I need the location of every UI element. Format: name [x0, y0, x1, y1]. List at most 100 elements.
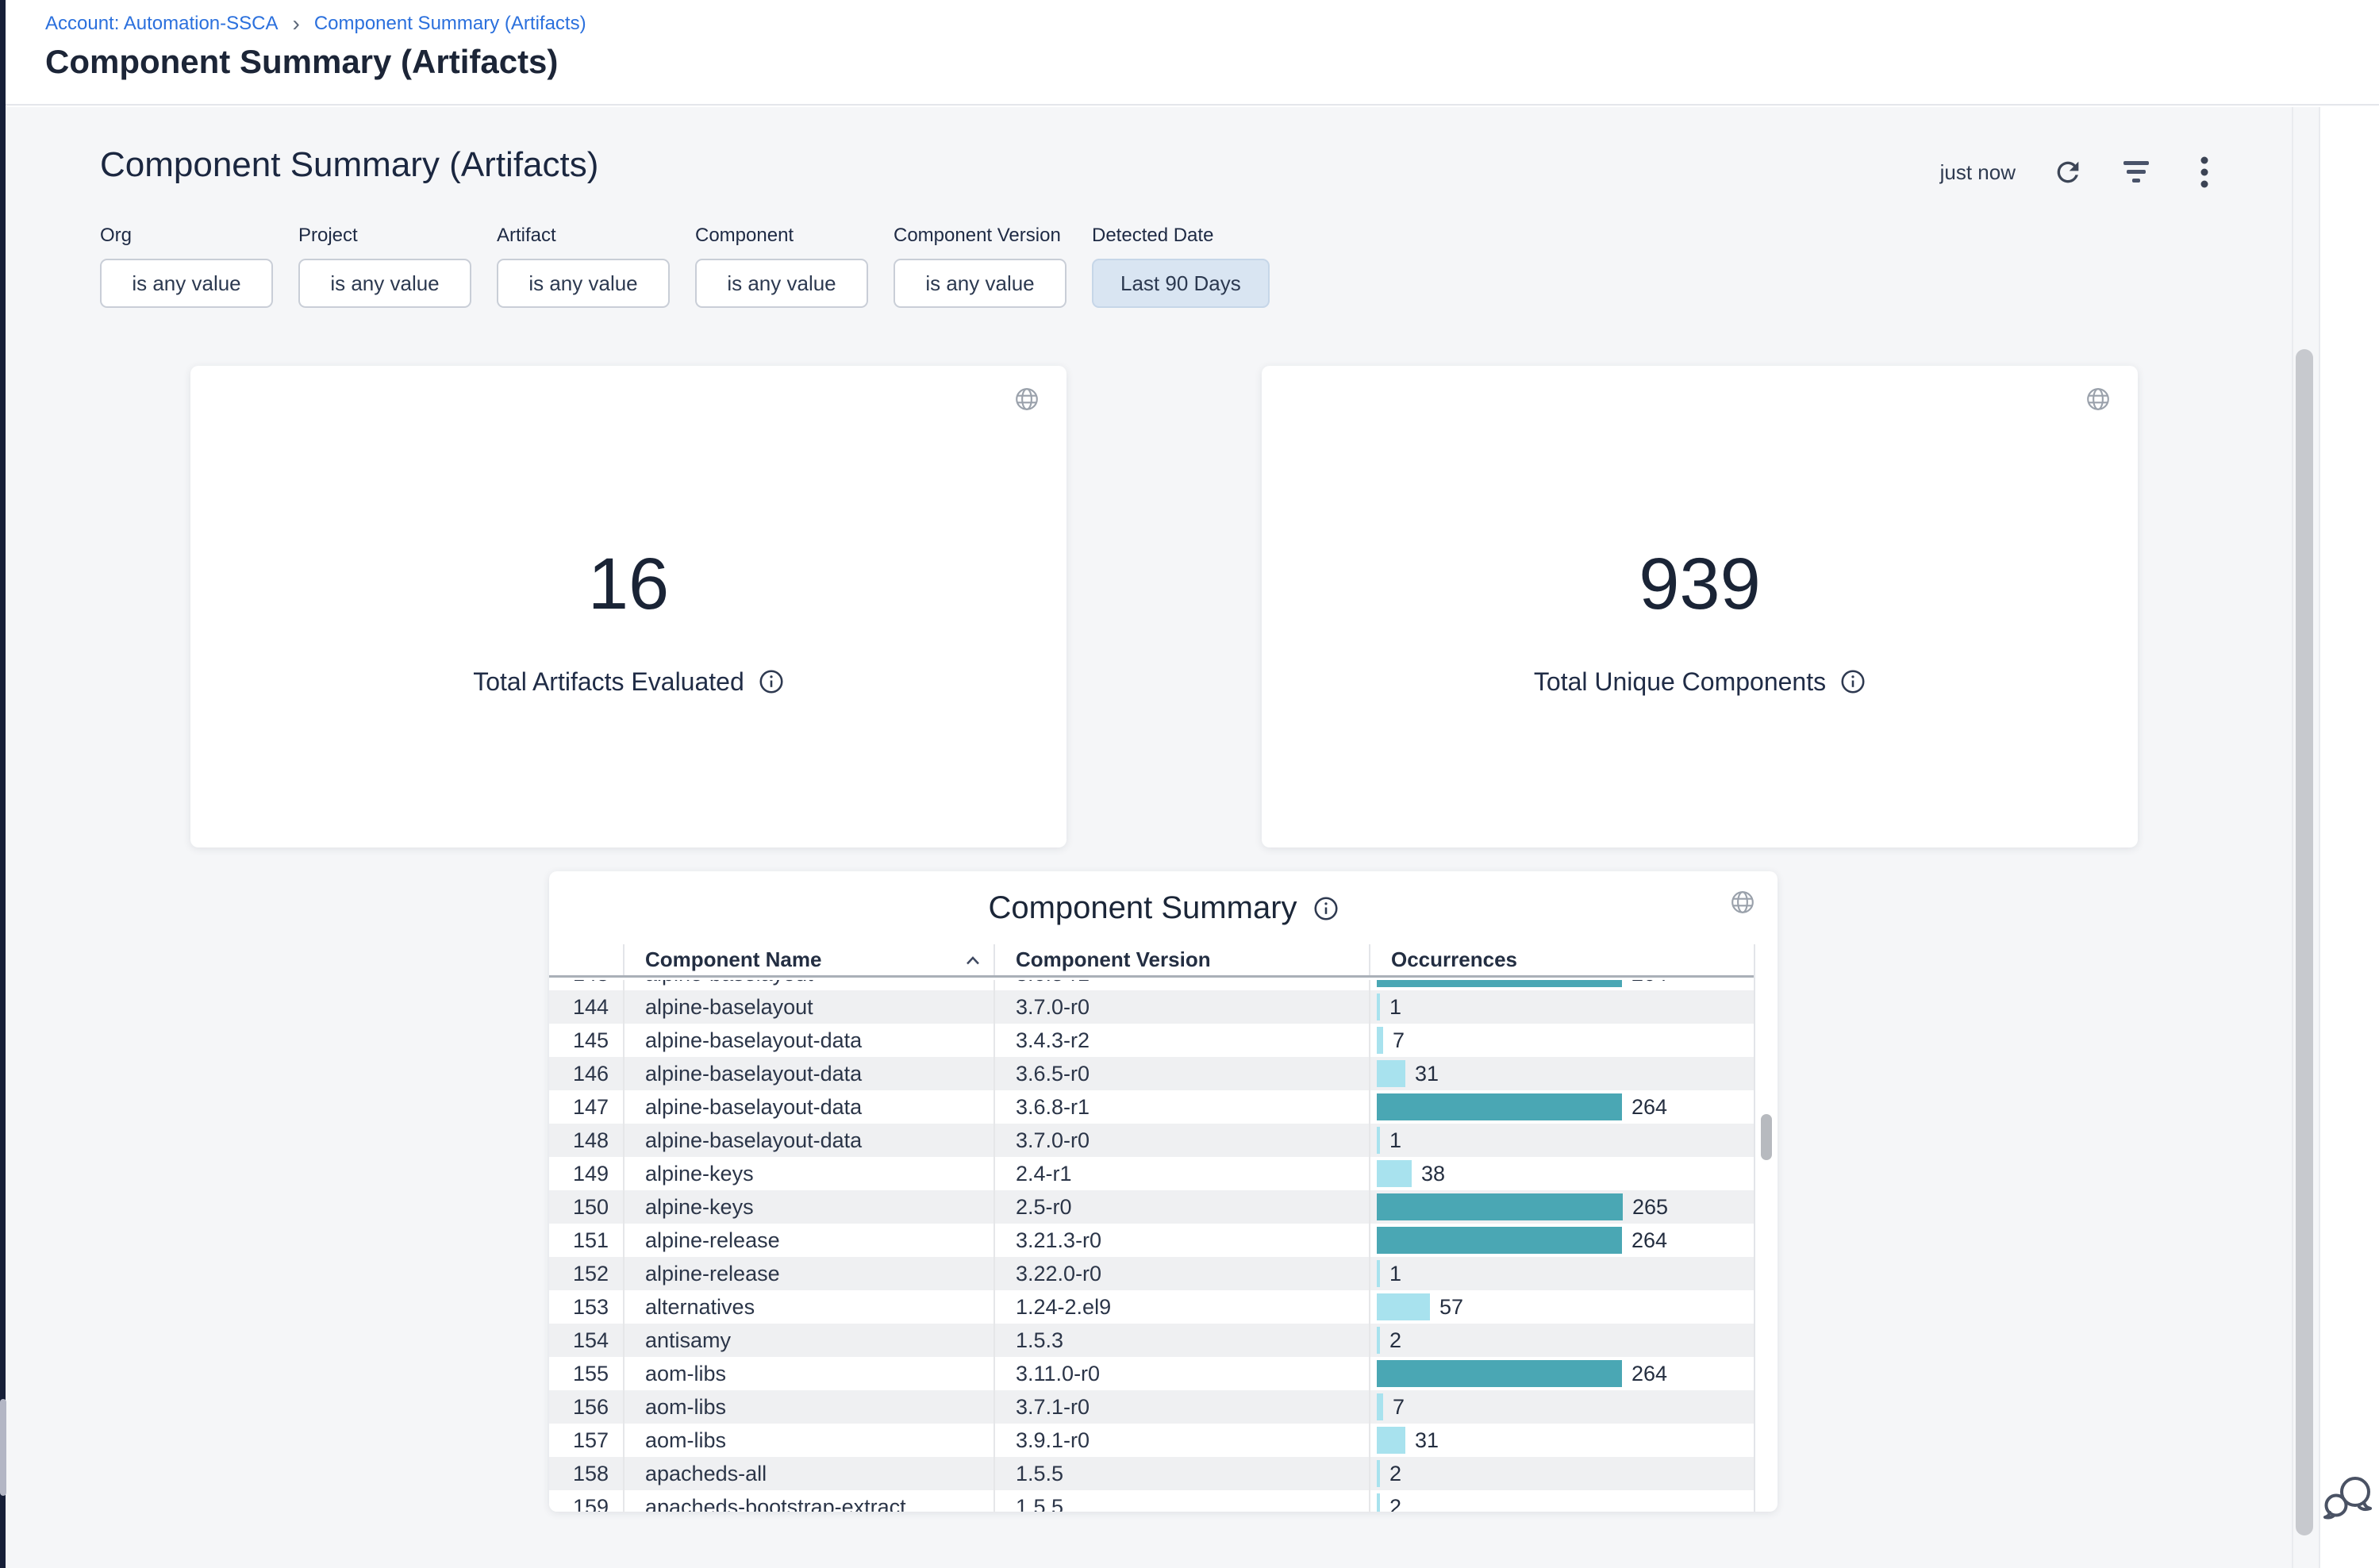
table-body-viewport: 143alpine-baselayout3.6.8-r1264144alpine… [549, 980, 1754, 1512]
kebab-menu-icon [2200, 156, 2209, 189]
occurrences-cell: 264 [1369, 1090, 1754, 1124]
column-header-component-version[interactable]: Component Version [993, 944, 1369, 975]
table-row: 146alpine-baselayout-data3.6.5-r031 [549, 1057, 1754, 1090]
occurrences-cell: 57 [1369, 1290, 1754, 1324]
component-version-cell: 3.22.0-r0 [993, 1257, 1369, 1290]
row-number-cell: 145 [549, 1024, 623, 1057]
column-header-component-name[interactable]: Component Name [623, 944, 993, 975]
page-title: Component Summary (Artifacts) [45, 43, 558, 81]
table-row: 144alpine-baselayout3.7.0-r01 [549, 990, 1754, 1024]
chat-icon [2323, 1474, 2375, 1521]
kebab-menu-button[interactable] [2189, 156, 2220, 188]
occurrences-bar [1377, 1193, 1623, 1220]
occurrences-cell: 265 [1369, 1190, 1754, 1224]
filter-icon [2121, 159, 2151, 185]
screen: Account: Automation-SSCA › Component Sum… [0, 0, 2379, 1568]
page-scrollbar-thumb[interactable] [2296, 349, 2313, 1535]
occurrences-bar [1377, 1127, 1380, 1154]
occurrences-cell: 31 [1369, 1424, 1754, 1457]
occurrences-bar [1377, 1293, 1430, 1320]
component-name-cell: aom-libs [623, 1424, 993, 1457]
filter-value-button[interactable]: is any value [100, 259, 273, 308]
breadcrumb-account-link[interactable]: Account: Automation-SSCA [45, 13, 278, 35]
stat-label: Total Artifacts Evaluated [473, 667, 744, 697]
table-row: 143alpine-baselayout3.6.8-r1264 [549, 980, 1754, 990]
occurrences-value: 2 [1389, 1457, 1401, 1490]
filter-value-button[interactable]: Last 90 Days [1092, 259, 1270, 308]
component-name-cell: alternatives [623, 1290, 993, 1324]
filter-label: Org [100, 225, 273, 247]
row-number-cell: 151 [549, 1224, 623, 1257]
filter-value-button[interactable]: is any value [298, 259, 471, 308]
column-header-label: Component Version [1016, 947, 1211, 972]
table-scrollbar-thumb[interactable] [1761, 1114, 1772, 1160]
scrollbar-track-divider [2292, 107, 2293, 1568]
filter-value-button[interactable]: is any value [695, 259, 868, 308]
top-header: Account: Automation-SSCA › Component Sum… [6, 0, 2379, 106]
stat-card-1: 939Total Unique Components [1262, 366, 2138, 847]
column-header-label: Component Name [645, 947, 821, 972]
filter-button[interactable] [2120, 156, 2152, 188]
dashboard-controls: just now [1940, 156, 2220, 188]
filter-group-org: Org is any value [100, 225, 273, 308]
occurrences-value: 7 [1393, 1390, 1405, 1424]
occurrences-bar [1377, 1393, 1383, 1420]
component-name-cell: apacheds-all [623, 1457, 993, 1490]
occurrences-bar [1377, 1160, 1412, 1187]
filter-label: Component [695, 225, 868, 247]
component-version-cell: 1.5.3 [993, 1324, 1369, 1357]
occurrences-value: 264 [1631, 1357, 1667, 1390]
info-icon[interactable] [759, 669, 784, 694]
table-title-row: Component Summary [549, 890, 1778, 926]
occurrences-cell: 31 [1369, 1057, 1754, 1090]
occurrences-value: 1 [1389, 1257, 1401, 1290]
refresh-button[interactable] [2052, 156, 2084, 188]
component-name-cell: alpine-baselayout-data [623, 1124, 993, 1157]
left-rail-scrollbar-thumb[interactable] [0, 1399, 6, 1496]
occurrences-value: 57 [1439, 1290, 1463, 1324]
occurrences-cell: 264 [1369, 1224, 1754, 1257]
table-row: 150alpine-keys2.5-r0265 [549, 1190, 1754, 1224]
table-row: 153alternatives1.24-2.el957 [549, 1290, 1754, 1324]
row-number-cell: 143 [549, 980, 623, 990]
table-row: 158apacheds-all1.5.52 [549, 1457, 1754, 1490]
component-version-cell: 3.7.1-r0 [993, 1390, 1369, 1424]
stat-label-row: Total Unique Components [1534, 667, 1866, 697]
info-icon[interactable] [1840, 669, 1866, 694]
occurrences-bar [1377, 1427, 1405, 1454]
filter-label: Project [298, 225, 471, 247]
occurrences-bar [1377, 1093, 1622, 1120]
filter-value-button[interactable]: is any value [497, 259, 670, 308]
occurrences-bar [1377, 1460, 1380, 1487]
component-version-cell: 3.6.5-r0 [993, 1057, 1369, 1090]
row-number-cell: 156 [549, 1390, 623, 1424]
component-version-cell: 3.7.0-r0 [993, 990, 1369, 1024]
row-number-cell: 152 [549, 1257, 623, 1290]
left-nav-rail [0, 0, 6, 1568]
table-row: 149alpine-keys2.4-r138 [549, 1157, 1754, 1190]
filter-group-detected-date: Detected DateLast 90 Days [1092, 225, 1270, 308]
occurrences-value: 2 [1389, 1490, 1401, 1512]
component-name-cell: alpine-baselayout-data [623, 1024, 993, 1057]
globe-icon [2085, 386, 2111, 412]
component-summary-table-card: Component Summary Component Name Compone… [549, 871, 1778, 1512]
occurrences-value: 264 [1631, 1224, 1667, 1257]
breadcrumb-current-link[interactable]: Component Summary (Artifacts) [314, 13, 586, 35]
stat-card-0: 16Total Artifacts Evaluated [190, 366, 1067, 847]
occurrences-value: 264 [1631, 1090, 1667, 1124]
column-header-occurrences[interactable]: Occurrences [1369, 944, 1754, 975]
occurrences-cell: 264 [1369, 1357, 1754, 1390]
component-name-cell: alpine-baselayout [623, 990, 993, 1024]
filter-label: Artifact [497, 225, 670, 247]
refresh-icon [2052, 156, 2084, 188]
occurrences-bar [1377, 1027, 1383, 1054]
filter-value-button[interactable]: is any value [894, 259, 1067, 308]
chat-support-button[interactable] [2323, 1474, 2375, 1521]
component-version-cell: 2.4-r1 [993, 1157, 1369, 1190]
info-icon[interactable] [1313, 896, 1339, 921]
table-row: 152alpine-release3.22.0-r01 [549, 1257, 1754, 1290]
component-name-cell: alpine-keys [623, 1157, 993, 1190]
occurrences-bar [1377, 980, 1622, 987]
filter-group-component-version: Component Versionis any value [894, 225, 1067, 308]
occurrences-bar [1377, 1327, 1380, 1354]
